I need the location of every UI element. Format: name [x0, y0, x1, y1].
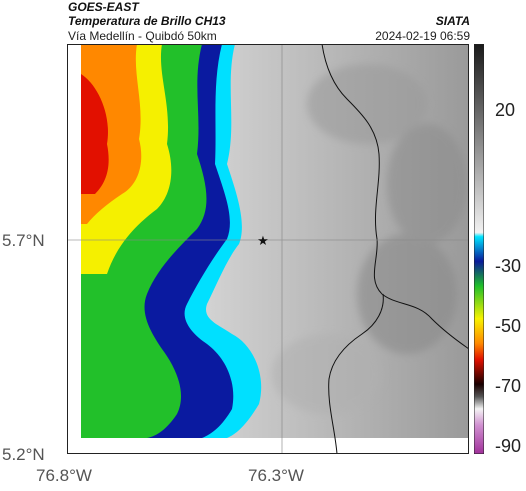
map-border	[67, 44, 469, 454]
colorbar-tick-label: -70	[495, 376, 522, 396]
grid-lines	[67, 44, 469, 454]
temperature-colorbar	[474, 44, 484, 454]
route-label: Vía Medellín - Quibdó 50km	[68, 29, 217, 43]
lon-tick-label: 76.3°W	[248, 466, 304, 485]
colorbar-tick-label: -30	[495, 256, 522, 276]
lon-tick-label: 76.8°W	[36, 466, 92, 485]
map-title: GOES-EAST	[68, 0, 139, 14]
organization-label: SIATA	[435, 14, 470, 28]
satellite-map: ★	[67, 44, 469, 454]
country-borders	[321, 44, 469, 454]
brightness-temperature-field	[81, 44, 469, 438]
datetime-label: 2024-02-19 06:59	[375, 29, 470, 43]
location-marker: ★	[257, 234, 269, 249]
colorbar-tick-label: -90	[495, 436, 522, 456]
colorbar-tick-label: -50	[495, 316, 522, 336]
lat-tick-label: 5.7°N	[2, 231, 45, 250]
lat-tick-label: 5.2°N	[2, 445, 45, 464]
map-subtitle: Temperatura de Brillo CH13	[68, 14, 226, 28]
colorbar-tick-label: 20	[495, 100, 516, 120]
